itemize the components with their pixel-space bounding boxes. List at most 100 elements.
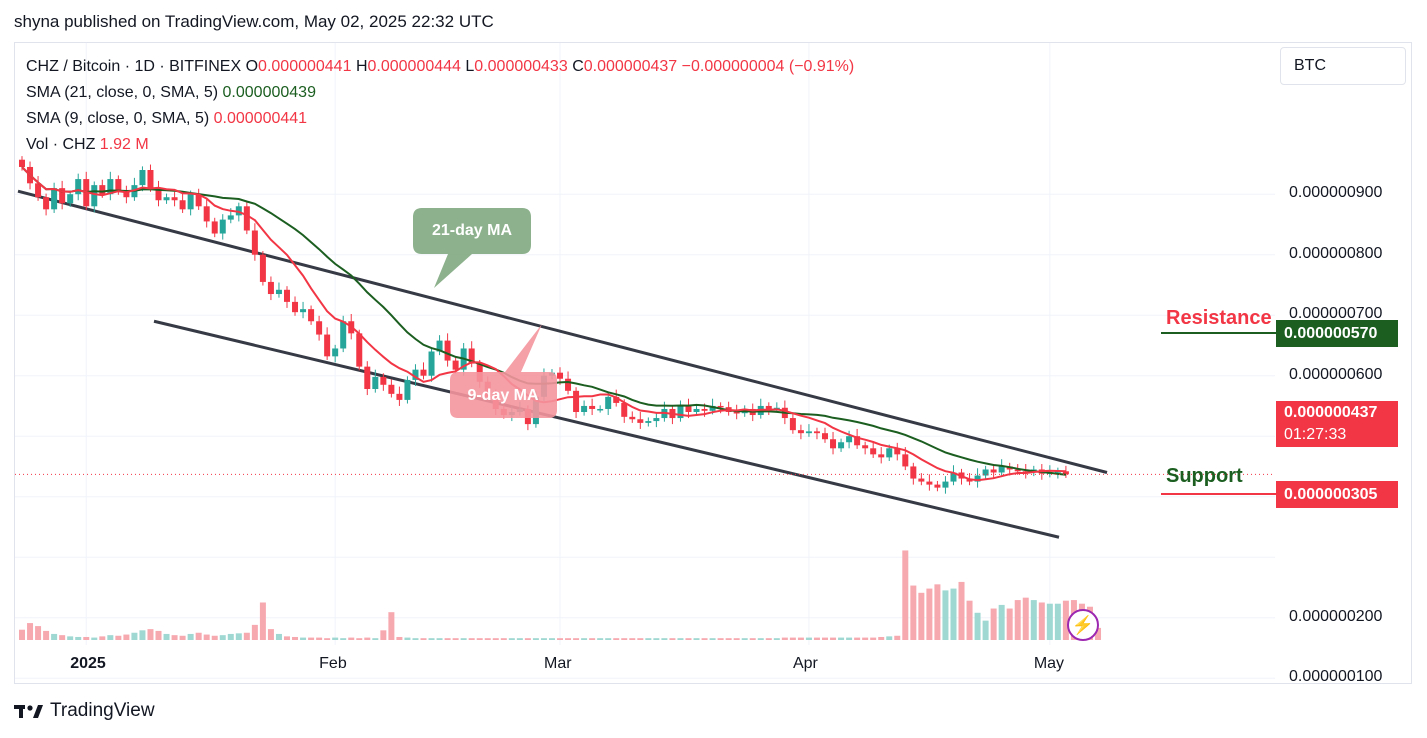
- channel-upper-line: [17, 189, 1108, 474]
- volume-bar: [958, 581, 965, 640]
- candle-body: [227, 215, 234, 220]
- candle-body: [179, 200, 186, 210]
- candle-body: [982, 469, 989, 476]
- volume-bar: [669, 638, 676, 640]
- volume-bar: [452, 638, 459, 640]
- legend-close: 0.000000437: [583, 58, 678, 75]
- volume-bar: [436, 638, 443, 640]
- volume-bar: [813, 637, 820, 640]
- candle-body: [420, 369, 427, 376]
- volume-bar: [677, 638, 684, 640]
- candle-body: [187, 194, 194, 210]
- candle-body: [942, 481, 949, 488]
- volume-bar: [910, 585, 917, 640]
- candle-body: [267, 281, 274, 295]
- candle-body: [693, 408, 700, 412]
- volume-bar: [532, 638, 539, 640]
- volume-bar: [59, 635, 66, 640]
- candle-body: [91, 185, 98, 207]
- volume-bar: [364, 637, 371, 640]
- lightning-icon[interactable]: ⚡: [1067, 609, 1099, 641]
- candle-body: [203, 206, 210, 222]
- candle-body: [974, 475, 981, 482]
- candle-body: [677, 405, 684, 419]
- candle-body: [163, 197, 170, 201]
- candle-body: [340, 321, 347, 349]
- currency-button[interactable]: BTC: [1280, 47, 1406, 85]
- volume-bar: [187, 633, 194, 640]
- candle-body: [565, 378, 572, 391]
- volume-bar: [516, 638, 523, 640]
- last-price-tag: 0.000000437 01:27:33: [1276, 401, 1398, 447]
- candle-body: [171, 197, 178, 201]
- volume-bar: [91, 637, 98, 640]
- volume-bar: [830, 637, 837, 640]
- candle-body: [870, 448, 877, 455]
- candle-body: [910, 466, 917, 479]
- legend-symbol[interactable]: CHZ / Bitcoin · 1D · BITFINEX: [26, 58, 242, 75]
- price-tick-label: 0.000000900: [1289, 184, 1383, 202]
- volume-bar: [717, 638, 724, 640]
- resistance-label: Resistance: [1166, 307, 1272, 329]
- volume-bar: [324, 638, 331, 640]
- volume-bar: [300, 637, 307, 640]
- candle-body: [356, 333, 363, 367]
- legend-high-key: H: [355, 58, 368, 75]
- volume-bar: [1062, 600, 1069, 640]
- candle-body: [701, 408, 708, 411]
- sma9-label[interactable]: SMA (9, close, 0, SMA, 5): [26, 110, 210, 127]
- sma21-label[interactable]: SMA (21, close, 0, SMA, 5): [26, 84, 219, 101]
- volume-bar: [115, 635, 122, 640]
- volume-bar: [757, 638, 764, 640]
- volume-bar: [460, 638, 467, 640]
- candle-body: [573, 390, 580, 412]
- candle-body: [139, 170, 146, 186]
- candle-body: [364, 366, 371, 390]
- volume-bar: [749, 638, 756, 640]
- candle-body: [589, 405, 596, 409]
- legend-close-key: C: [572, 58, 584, 75]
- bar-countdown: 01:27:33: [1284, 426, 1347, 443]
- volume-bar: [950, 588, 957, 640]
- volume-bar: [1014, 600, 1021, 640]
- candle-body: [613, 396, 620, 403]
- volume-bar: [83, 636, 90, 640]
- volume-bar: [468, 638, 475, 640]
- volume-bar: [629, 638, 636, 640]
- volume-bar: [990, 608, 997, 640]
- candle-body: [717, 405, 724, 408]
- candle-body: [797, 430, 804, 434]
- volume-bar: [51, 633, 58, 640]
- resistance-price-tag: 0.000000570: [1276, 320, 1398, 347]
- volume-bar: [685, 638, 692, 640]
- legend-open: 0.000000441: [258, 58, 352, 75]
- volume-bar: [131, 632, 138, 640]
- volume-bar: [1046, 603, 1053, 640]
- candle-body: [846, 436, 853, 443]
- ma9-callout: [450, 324, 557, 418]
- candle-body: [380, 376, 387, 385]
- candle-body: [998, 466, 1005, 473]
- candle-body: [621, 402, 628, 417]
- sma9-line: [21, 166, 1066, 482]
- price-tick-label: 0.000000600: [1289, 365, 1383, 383]
- chart-legend: CHZ / Bitcoin · 1D · BITFINEX O0.0000004…: [26, 54, 854, 158]
- candle-body: [388, 384, 395, 394]
- volume-label[interactable]: Vol · CHZ: [26, 136, 96, 153]
- volume-bar: [243, 632, 250, 640]
- candle-body: [147, 170, 154, 189]
- candle-body: [581, 405, 588, 412]
- volume-bar: [412, 638, 419, 640]
- published-header: shyna published on TradingView.com, May …: [14, 12, 494, 31]
- volume-bar: [332, 637, 339, 640]
- volume-bar: [878, 636, 885, 640]
- candle-body: [35, 183, 42, 198]
- volume-bar: [380, 630, 387, 640]
- volume-bar: [139, 630, 146, 640]
- candle-body: [436, 340, 443, 352]
- volume-bar: [155, 630, 162, 640]
- candle-body: [597, 408, 604, 411]
- candle-body: [67, 194, 74, 204]
- volume-bar: [147, 629, 154, 640]
